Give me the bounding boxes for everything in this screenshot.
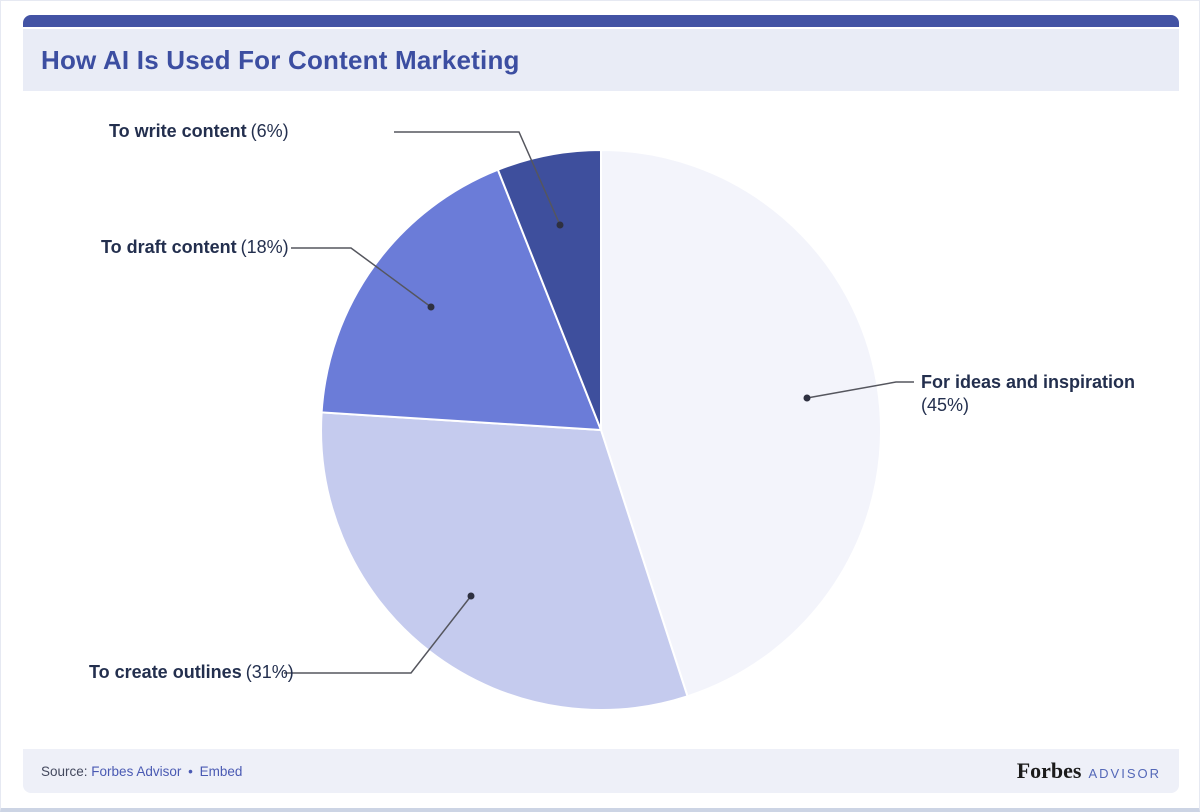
source-link-forbes-advisor[interactable]: Forbes Advisor <box>91 763 182 779</box>
leader-dot-write-content <box>556 221 564 229</box>
chart-area: To write content (6%) To draft content (18… <box>23 91 1179 749</box>
slice-label-write-content: To write content (6%) <box>109 120 289 143</box>
slice-label-draft-content: To draft content (18%) <box>101 236 289 259</box>
leader-dot-create-outlines <box>467 592 475 600</box>
source-line: Source: Forbes Advisor • Embed <box>41 764 242 779</box>
pie-slice-to-create-outlines[interactable] <box>320 411 689 711</box>
slice-label-text: To draft content <box>101 237 237 257</box>
embed-link[interactable]: Embed <box>199 763 243 779</box>
advisor-wordmark: ADVISOR <box>1088 766 1161 781</box>
slice-label-ideas-inspiration: For ideas and inspiration (45%) <box>921 371 1135 417</box>
leader-line-create-outlines <box>284 595 472 674</box>
forbes-wordmark: Forbes <box>1016 758 1082 783</box>
slice-label-create-outlines: To create outlines (31%) <box>89 661 294 684</box>
leader-line-write-content <box>394 131 561 226</box>
slice-label-text: To create outlines <box>89 662 242 682</box>
chart-card: How AI Is Used For Content Marketing To … <box>23 15 1179 793</box>
leader-dot-ideas-inspiration <box>803 394 811 402</box>
slice-label-pct: (18%) <box>240 237 289 257</box>
pie-slice-to-write-content[interactable] <box>496 149 602 431</box>
leader-line-draft-content <box>291 247 432 308</box>
slice-label-pct: (45%) <box>921 395 970 415</box>
leader-line-ideas-inspiration <box>806 381 914 399</box>
forbes-advisor-logo[interactable]: Forbes ADVISOR <box>1017 758 1161 784</box>
card-footer: Source: Forbes Advisor • Embed Forbes AD… <box>23 749 1179 793</box>
leader-dot-draft-content <box>427 303 435 311</box>
card-accent-bar <box>23 15 1179 27</box>
source-separator: • <box>188 763 193 779</box>
card-header: How AI Is Used For Content Marketing <box>23 29 1179 91</box>
slice-label-pct: (6%) <box>250 121 289 141</box>
slice-label-text: To write content <box>109 121 247 141</box>
slice-label-text: For ideas and inspiration <box>921 372 1136 392</box>
slice-label-pct: (31%) <box>245 662 294 682</box>
source-prefix: Source: <box>41 763 88 779</box>
pie-slice-for-ideas-and-inspiration[interactable] <box>600 149 882 698</box>
pie-chart <box>284 131 914 711</box>
page-title: How AI Is Used For Content Marketing <box>41 44 520 75</box>
